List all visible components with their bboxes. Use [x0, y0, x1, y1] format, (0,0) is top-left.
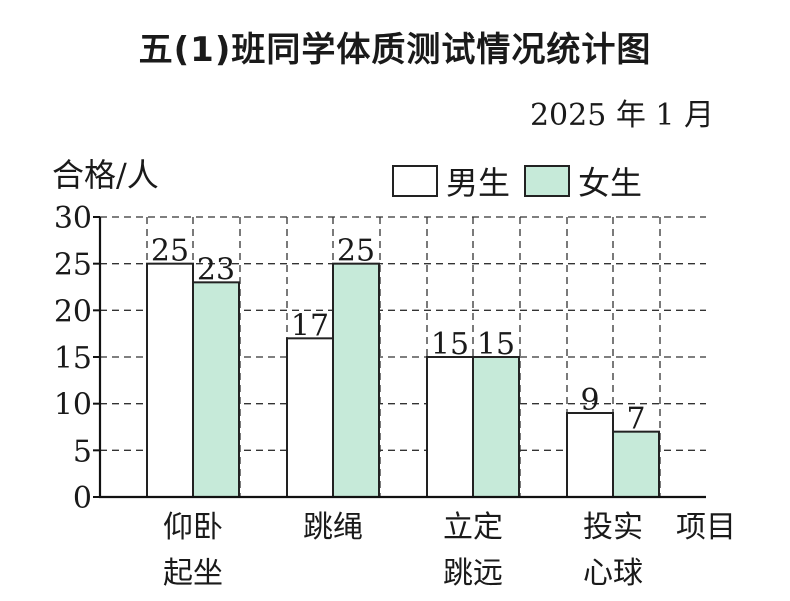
- chart-date: 2025 年 1 月: [529, 98, 714, 133]
- legend-label-girls: 女生: [578, 164, 643, 202]
- y-tick-label: 5: [73, 434, 92, 469]
- x-tick-label: 投实: [583, 510, 643, 545]
- bar: [566, 412, 614, 498]
- x-tick-label: 跳远: [443, 556, 503, 591]
- legend-swatch-boys: [392, 165, 438, 197]
- bar: [192, 281, 240, 499]
- x-axis-label: 项目: [676, 510, 736, 545]
- data-label: 15: [477, 327, 515, 362]
- x-tick-label: 仰卧: [163, 510, 223, 545]
- data-label: 15: [431, 327, 469, 362]
- y-tick-label: 20: [54, 294, 92, 329]
- y-tick-label: 10: [54, 388, 92, 423]
- x-tick-label: 立定: [443, 510, 503, 545]
- data-label: 25: [337, 234, 375, 269]
- bar: [472, 356, 520, 498]
- bar: [426, 356, 474, 498]
- legend-item-boys: 男生: [392, 158, 510, 204]
- data-label: 9: [580, 383, 599, 418]
- bar: [612, 430, 660, 498]
- data-label: 7: [626, 402, 645, 437]
- y-tick-label: 30: [54, 201, 92, 236]
- data-label: 17: [291, 308, 329, 343]
- legend-swatch-girls: [524, 165, 571, 197]
- legend: 男生 女生: [392, 158, 656, 204]
- data-label: 25: [151, 234, 189, 269]
- x-tick-label: 起坐: [163, 556, 223, 591]
- x-tick-label: 心球: [583, 556, 643, 591]
- data-label: 23: [197, 252, 235, 287]
- y-tick-label: 0: [73, 481, 92, 516]
- y-axis-label: 合格/人: [52, 156, 159, 194]
- x-tick-label: 跳绳: [303, 510, 363, 545]
- bar: [286, 337, 334, 499]
- legend-item-girls: 女生: [524, 158, 642, 204]
- legend-label-boys: 男生: [446, 164, 511, 202]
- chart-title: 五(1)班同学体质测试情况统计图: [138, 30, 652, 70]
- bar: [332, 262, 380, 498]
- bar: [146, 262, 194, 498]
- y-tick-label: 15: [54, 341, 92, 376]
- y-tick-label: 25: [54, 248, 92, 283]
